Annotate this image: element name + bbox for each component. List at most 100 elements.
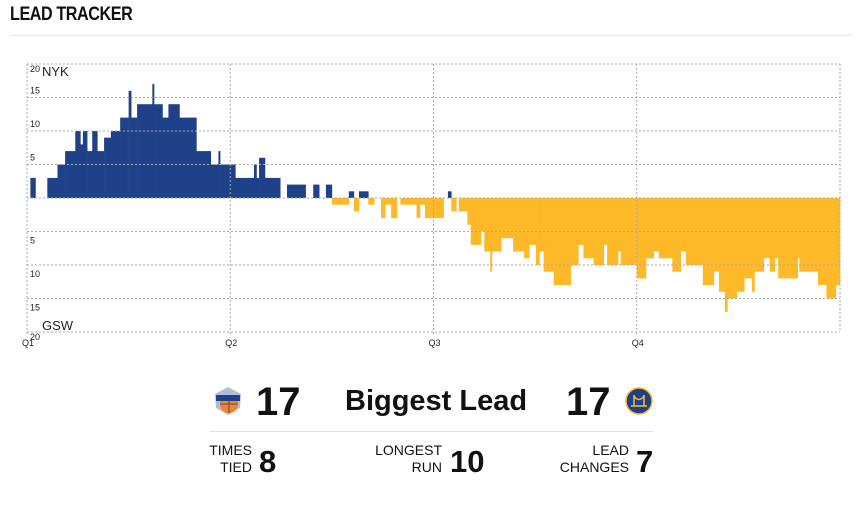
nyk-lead-bar [87, 151, 93, 198]
nyk-biggest-lead: 17 [256, 380, 301, 424]
gsw-lead-bar [727, 198, 737, 299]
gsw-lead-bar [754, 198, 765, 272]
times-tied-label: TIMES [209, 442, 252, 458]
nyk-lead-bar [92, 131, 98, 198]
gsw-lead-bar [658, 198, 673, 259]
nyk-lead-bar [128, 90, 132, 198]
warriors-logo-icon [625, 387, 653, 415]
gsw-lead-bar [484, 198, 491, 252]
longest-run-value: 10 [450, 444, 485, 479]
gsw-lead-bar [817, 198, 827, 286]
gsw-lead-bar [501, 198, 514, 239]
nyk-lead-bar [253, 164, 257, 198]
nyk-lead-bar [120, 117, 129, 198]
nyk-lead-bar [152, 84, 155, 198]
gsw-lead-bar [685, 198, 704, 265]
gsw-lead-bar [774, 198, 779, 259]
x-tick-label: Q2 [225, 338, 237, 348]
longest-run-label: LONGEST [375, 442, 442, 458]
section-title: LEAD TRACKER [10, 4, 133, 25]
gsw-lead-bar [724, 198, 728, 312]
nyk-lead-bar [220, 164, 236, 198]
gsw-lead-bar [535, 198, 540, 265]
nyk-lead-bar [57, 164, 66, 198]
gsw-lead-bar [467, 198, 472, 225]
gsw-lead-bar [470, 198, 482, 245]
nyk-lead-bar [179, 117, 197, 198]
nyk-lead-bar [47, 177, 58, 198]
divider [10, 35, 852, 36]
y-tick-label: 15 [30, 303, 40, 313]
nyk-lead-bar [235, 177, 255, 198]
nyk-lead-bar [313, 184, 320, 198]
nyk-lead-bar [137, 104, 153, 198]
gsw-lead-bar [553, 198, 571, 286]
gsw-lead-bar [702, 198, 715, 286]
gsw-lead-bar [769, 198, 776, 272]
gsw-lead-bar [835, 198, 841, 286]
gsw-lead-bar [578, 198, 584, 245]
lead-changes-label: CHANGES [559, 459, 629, 475]
gsw-lead-bar [380, 198, 386, 219]
gsw-lead-bar [539, 198, 544, 252]
gsw-lead-bar [353, 198, 360, 212]
lead-changes-label: LEAD [592, 442, 629, 458]
y-tick-label: 15 [30, 86, 40, 96]
gsw-lead-bar [653, 198, 660, 252]
gsw-lead-bar [513, 198, 525, 252]
nyk-lead-bar [447, 191, 452, 198]
gsw-lead-bar [368, 198, 375, 205]
gsw-lead-bar [593, 198, 605, 265]
biggest-lead-label: Biggest Lead [345, 385, 528, 417]
y-tick-label: 10 [30, 119, 40, 129]
gsw-lead-bar [797, 198, 800, 259]
nyk-lead-bar [259, 157, 266, 198]
gsw-lead-bar [799, 198, 819, 272]
nyk-lead-bar [168, 104, 180, 198]
gsw-lead-bar [458, 198, 468, 212]
nyk-lead-bar [131, 117, 138, 198]
x-tick-label: Q3 [429, 338, 441, 348]
gsw-lead-bar [490, 198, 493, 272]
gsw-lead-bar [751, 198, 755, 292]
gsw-lead-bar [672, 198, 682, 272]
team-label-gsw: GSW [42, 318, 74, 333]
gsw-lead-bar [385, 198, 392, 205]
times-tied-value: 8 [259, 444, 277, 479]
gsw-lead-bar [331, 198, 350, 205]
nyk-lead-bar [218, 151, 221, 198]
x-tick-label: Q1 [22, 338, 34, 348]
nyk-lead-bar [358, 191, 369, 198]
divider [210, 431, 653, 432]
nyk-lead-bar [256, 177, 260, 198]
y-tick-label: 5 [30, 236, 35, 246]
nyk-lead-bar [82, 131, 88, 198]
gsw-lead-bar [391, 198, 398, 219]
gsw-lead-bar [718, 198, 726, 292]
nyk-lead-bar [348, 191, 355, 198]
nyk-lead-bar [75, 131, 81, 198]
gsw-lead-bar [543, 198, 555, 272]
nyk-lead-bar [154, 104, 163, 198]
gsw-lead-bar [646, 198, 654, 259]
gsw-lead-bar [451, 198, 457, 212]
nyk-lead-bar [210, 164, 219, 198]
gsw-lead-bar [636, 198, 647, 279]
y-tick-label: 20 [30, 332, 40, 342]
knicks-logo-icon [215, 387, 241, 415]
gsw-lead-bar [416, 198, 421, 219]
nyk-lead-bar [80, 144, 84, 198]
gsw-lead-bar [736, 198, 745, 292]
x-tick-label: Q4 [632, 338, 644, 348]
gsw-lead-bar [570, 198, 579, 265]
team-label-nyk: NYK [42, 64, 69, 79]
nyk-lead-bar [97, 151, 105, 198]
gsw-lead-bar [603, 198, 608, 245]
gsw-lead-bar [524, 198, 530, 259]
y-tick-label: 20 [30, 64, 40, 74]
nyk-lead-bar [264, 177, 281, 198]
gsw-lead-bar [744, 198, 753, 279]
nyk-lead-bar [196, 151, 212, 198]
gsw-lead-bar [491, 198, 502, 252]
